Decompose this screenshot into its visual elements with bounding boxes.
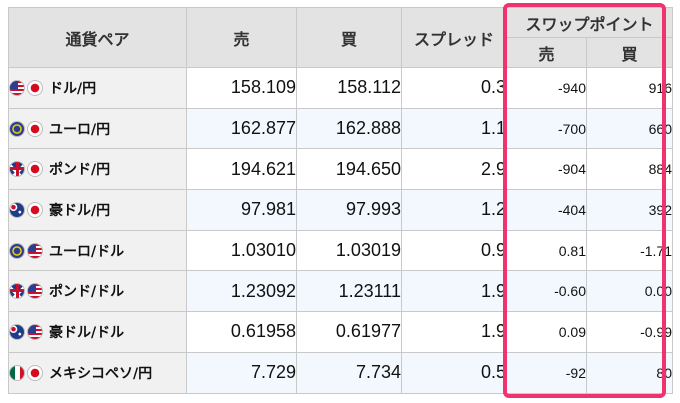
spread-value: 1.9 xyxy=(401,311,507,353)
buy-rate: 158.112 xyxy=(296,67,402,109)
spread-value: 0.5 xyxy=(401,351,507,394)
swap-buy-value: 884 xyxy=(586,148,673,191)
swap-buy-value: 916 xyxy=(586,67,673,109)
pair-label: ポンド/ドル xyxy=(49,284,125,301)
flag-pair xyxy=(9,201,45,218)
fx-rate-table: 通貨ペア 売 買 スプレッド スワップポイント 売 買 ドル/円 158.109 1… xyxy=(8,7,673,394)
pair-label: メキシコペソ/円 xyxy=(49,365,153,382)
pair-cell: 豪ドル/円 xyxy=(8,189,187,231)
buy-rate: 1.23111 xyxy=(296,270,402,313)
sell-rate: 7.729 xyxy=(186,351,297,394)
col-header-sell: 売 xyxy=(186,7,297,68)
flag-au-icon xyxy=(9,323,25,340)
buy-rate: 97.993 xyxy=(296,189,402,231)
swap-sell-value: -92 xyxy=(506,351,587,394)
spread-value: 1.2 xyxy=(401,189,507,231)
flag-pair xyxy=(9,283,45,300)
buy-rate: 162.888 xyxy=(296,107,402,150)
table-row: メキシコペソ/円 7.729 7.734 0.5 -92 80 xyxy=(8,351,673,394)
pair-label: 豪ドル/円 xyxy=(49,202,111,219)
table-row: 豪ドル/円 97.981 97.993 1.2 -404 392 xyxy=(8,189,673,231)
sell-rate: 0.61958 xyxy=(186,311,297,353)
col-header-spread: スプレッド xyxy=(401,7,507,68)
flag-pair xyxy=(9,79,45,96)
swap-sell-value: 0.09 xyxy=(506,311,587,353)
swap-sell-value: -404 xyxy=(506,189,587,231)
swap-sell-value: -904 xyxy=(506,148,587,191)
table-row: ポンド/円 194.621 194.650 2.9 -904 884 xyxy=(8,148,673,191)
flag-jp-icon xyxy=(27,364,43,381)
flag-us-icon xyxy=(27,242,43,259)
flag-gb-icon xyxy=(9,283,25,300)
table-row: 豪ドル/ドル 0.61958 0.61977 1.9 0.09 -0.99 xyxy=(8,311,673,353)
spread-value: 1.9 xyxy=(401,270,507,313)
flag-eu-icon xyxy=(9,120,25,137)
pair-cell: ユーロ/ドル xyxy=(8,229,187,272)
col-header-swap-points: スワップポイント xyxy=(506,7,673,38)
sell-rate: 1.23092 xyxy=(186,270,297,313)
sell-rate: 158.109 xyxy=(186,67,297,109)
swap-buy-value: 80 xyxy=(586,351,673,394)
spread-value: 0.9 xyxy=(401,229,507,272)
table-row: ドル/円 158.109 158.112 0.3 -940 916 xyxy=(8,67,673,109)
pair-label: ユーロ/ドル xyxy=(49,243,125,260)
table-row: ユーロ/円 162.877 162.888 1.1 -700 660 xyxy=(8,107,673,150)
sell-rate: 97.981 xyxy=(186,189,297,231)
buy-rate: 7.734 xyxy=(296,351,402,394)
flag-jp-icon xyxy=(27,79,43,96)
swap-sell-value: -700 xyxy=(506,107,587,150)
flag-pair xyxy=(9,120,45,137)
flag-eu-icon xyxy=(9,242,25,259)
col-header-swap-buy: 買 xyxy=(586,37,673,68)
flag-mx-icon xyxy=(9,364,25,381)
flag-gb-icon xyxy=(9,161,25,178)
flag-au-icon xyxy=(9,201,25,218)
flag-pair xyxy=(9,161,45,178)
flag-us-icon xyxy=(9,79,25,96)
pair-label: ドル/円 xyxy=(49,80,97,97)
pair-cell: ポンド/円 xyxy=(8,148,187,191)
table-row: ポンド/ドル 1.23092 1.23111 1.9 -0.60 0.00 xyxy=(8,270,673,313)
pair-label: ユーロ/円 xyxy=(49,121,111,138)
swap-buy-value: 660 xyxy=(586,107,673,150)
flag-pair xyxy=(9,364,45,381)
pair-cell: 豪ドル/ドル xyxy=(8,311,187,353)
flag-us-icon xyxy=(27,323,43,340)
col-header-buy: 買 xyxy=(296,7,402,68)
sell-rate: 1.03010 xyxy=(186,229,297,272)
flag-jp-icon xyxy=(27,161,43,178)
pair-label: 豪ドル/ドル xyxy=(49,324,125,341)
pair-cell: ポンド/ドル xyxy=(8,270,187,313)
swap-sell-value: -940 xyxy=(506,67,587,109)
spread-value: 1.1 xyxy=(401,107,507,150)
swap-buy-value: -0.99 xyxy=(586,311,673,353)
swap-buy-value: 392 xyxy=(586,189,673,231)
col-header-swap-sell: 売 xyxy=(506,37,587,68)
buy-rate: 0.61977 xyxy=(296,311,402,353)
flag-pair xyxy=(9,242,45,259)
pair-label: ポンド/円 xyxy=(49,162,111,179)
spread-value: 0.3 xyxy=(401,67,507,109)
spread-value: 2.9 xyxy=(401,148,507,191)
flag-pair xyxy=(9,323,45,340)
flag-us-icon xyxy=(27,283,43,300)
flag-jp-icon xyxy=(27,120,43,137)
buy-rate: 1.03019 xyxy=(296,229,402,272)
pair-cell: ドル/円 xyxy=(8,67,187,109)
swap-sell-value: 0.81 xyxy=(506,229,587,272)
flag-jp-icon xyxy=(27,201,43,218)
sell-rate: 194.621 xyxy=(186,148,297,191)
swap-sell-value: -0.60 xyxy=(506,270,587,313)
pair-cell: ユーロ/円 xyxy=(8,107,187,150)
swap-buy-value: -1.71 xyxy=(586,229,673,272)
sell-rate: 162.877 xyxy=(186,107,297,150)
swap-buy-value: 0.00 xyxy=(586,270,673,313)
table-row: ユーロ/ドル 1.03010 1.03019 0.9 0.81 -1.71 xyxy=(8,229,673,272)
col-header-pair: 通貨ペア xyxy=(8,7,187,68)
pair-cell: メキシコペソ/円 xyxy=(8,351,187,394)
buy-rate: 194.650 xyxy=(296,148,402,191)
